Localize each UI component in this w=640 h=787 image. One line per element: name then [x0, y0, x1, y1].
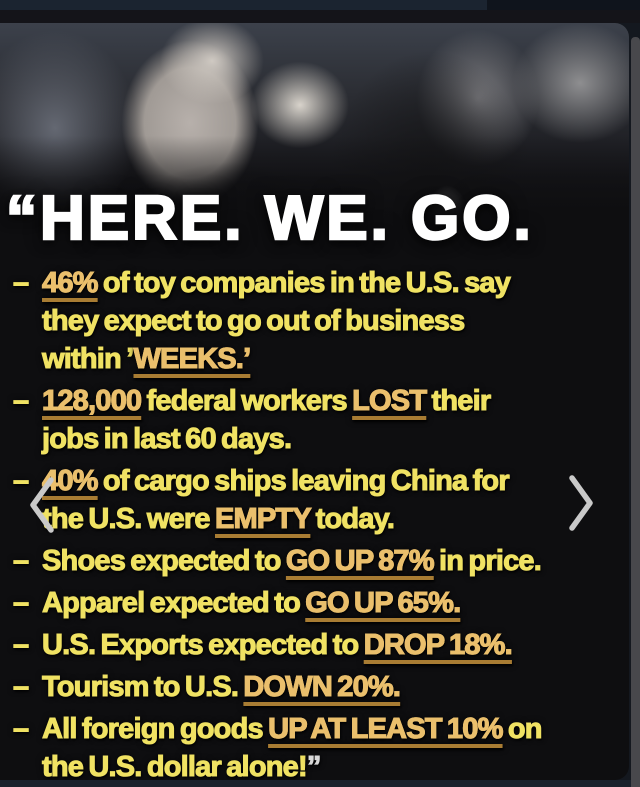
meme-text-line: within ’WEEKS.’	[0, 340, 629, 378]
bullet-dash: –	[12, 544, 29, 577]
meme-bullet: –40% of cargo ships leaving China for the…	[0, 462, 629, 538]
window-bottom-strip	[0, 780, 640, 787]
carousel-next-button[interactable]	[564, 472, 598, 534]
text-segment: jobs in last 60 days.	[41, 422, 292, 455]
meme-text-line: – Tourism to U.S. DOWN 20%.	[0, 668, 629, 706]
emphasized-text-segment: GO UP 87%	[285, 544, 435, 577]
carousel-prev-button[interactable]	[25, 474, 59, 536]
meme-bullet: – Shoes expected to GO UP 87% in price.	[0, 542, 629, 580]
meme-bullet: – All foreign goods UP AT LEAST 10% on the…	[0, 710, 629, 780]
meme-text-line: they expect to go out of business	[0, 302, 629, 340]
meme-text-line: – U.S. Exports expected to DROP 18%.	[0, 626, 629, 664]
bullet-dash: –	[12, 384, 29, 417]
text-segment: the U.S. were	[41, 502, 215, 535]
text-segment: Apparel expected to	[41, 586, 306, 619]
meme-text-line: –40% of cargo ships leaving China for	[0, 462, 629, 500]
bullet-dash: –	[12, 628, 29, 661]
meme-text-line: – All foreign goods UP AT LEAST 10% on	[0, 710, 629, 748]
meme-text-line: –128,000 federal workers LOST their	[0, 382, 629, 420]
text-segment: the U.S. dollar alone!	[41, 750, 308, 780]
emphasized-text-segment: EMPTY	[214, 502, 311, 535]
text-segment: within ’	[41, 342, 134, 375]
chevron-right-icon	[569, 475, 593, 531]
text-segment: of cargo ships leaving China for	[97, 464, 510, 497]
window-dark-strip	[0, 10, 640, 23]
scrollbar[interactable]	[631, 37, 640, 787]
browser-top-bar-highlight	[0, 0, 487, 10]
text-segment: ”	[306, 750, 322, 780]
meme-image: “HERE. WE. GO. –46% of toy companies in …	[0, 23, 629, 780]
meme-bullet-list: –46% of toy companies in the U.S. say the…	[0, 264, 629, 780]
text-segment: today.	[310, 502, 395, 535]
bullet-dash: –	[12, 670, 29, 703]
trump-photo	[0, 23, 629, 228]
browser-top-bar	[0, 0, 640, 10]
meme-text-line: – Shoes expected to GO UP 87% in price.	[0, 542, 629, 580]
bullet-dash: –	[12, 712, 29, 745]
emphasized-text-segment: LOST	[352, 384, 428, 417]
emphasized-text-segment: UP AT LEAST 10%	[268, 712, 504, 745]
meme-bullet: –46% of toy companies in the U.S. say the…	[0, 264, 629, 378]
meme-text-line: the U.S. dollar alone!”	[0, 748, 629, 780]
emphasized-text-segment: GO UP 65%.	[305, 586, 462, 619]
emphasized-text-segment: DOWN 20%.	[243, 670, 402, 703]
meme-text-line: the U.S. were EMPTY today.	[0, 500, 629, 538]
emphasized-text-segment: WEEKS.’	[133, 342, 252, 375]
meme-bullet: – U.S. Exports expected to DROP 18%.	[0, 626, 629, 664]
emphasized-text-segment: DROP 18%.	[363, 628, 513, 661]
meme-bullet: –128,000 federal workers LOST their jobs …	[0, 382, 629, 458]
meme-bullet: – Apparel expected to GO UP 65%.	[0, 584, 629, 622]
text-segment: Shoes expected to	[41, 544, 286, 577]
text-segment: in price.	[433, 544, 542, 577]
emphasized-text-segment: 46%	[41, 266, 98, 299]
text-segment: All foreign goods	[41, 712, 269, 745]
bullet-dash: –	[12, 464, 29, 497]
text-segment: Tourism to U.S.	[41, 670, 244, 703]
text-segment: federal workers	[141, 384, 353, 417]
text-segment: on	[502, 712, 543, 745]
meme-headline: “HERE. WE. GO.	[5, 183, 534, 255]
meme-bullet: – Tourism to U.S. DOWN 20%.	[0, 668, 629, 706]
meme-text-line: jobs in last 60 days.	[0, 420, 629, 458]
chevron-left-icon	[30, 477, 54, 533]
bullet-dash: –	[12, 266, 29, 299]
meme-text-line: –46% of toy companies in the U.S. say	[0, 264, 629, 302]
bullet-dash: –	[12, 586, 29, 619]
meme-text-line: – Apparel expected to GO UP 65%.	[0, 584, 629, 622]
emphasized-text-segment: 128,000	[41, 384, 142, 417]
text-segment: of toy companies in the U.S. say	[97, 266, 511, 299]
text-segment: U.S. Exports expected to	[41, 628, 364, 661]
text-segment: their	[426, 384, 492, 417]
text-segment: they expect to go out of business	[41, 304, 465, 337]
